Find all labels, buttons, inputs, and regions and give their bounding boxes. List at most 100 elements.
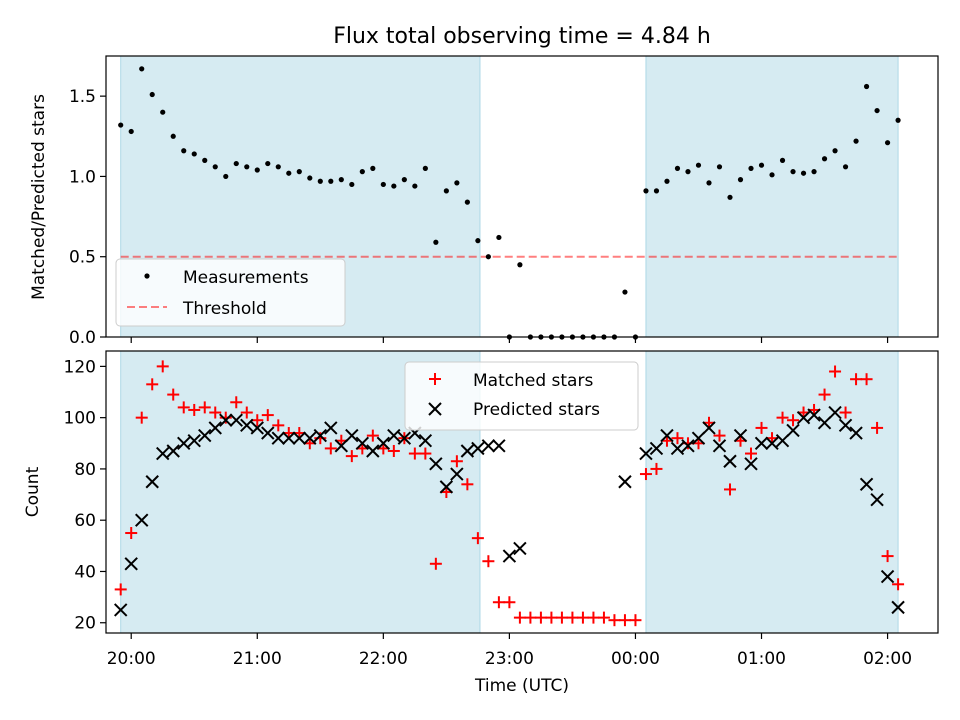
predicted-point [786, 423, 800, 438]
panel-counts-xticks: 20:00 21:00 22:00 23:00 00:00 01:00 02:00 [107, 633, 912, 669]
y-tick-label: 1.5 [69, 87, 96, 107]
measurement-point [874, 107, 880, 114]
predicted-point-b [166, 444, 180, 458]
matched-point [818, 388, 831, 401]
predicted-point [113, 603, 128, 617]
predicted-point-b [807, 408, 821, 422]
predicted-point [754, 436, 769, 450]
predicted-point [471, 441, 485, 456]
predicted-point [156, 446, 170, 461]
matched-point [724, 483, 736, 496]
measurement-point [380, 181, 386, 188]
predicted-point [502, 549, 517, 563]
predicted-point-b [618, 475, 632, 489]
x-axis-label: Time (UTC) [474, 676, 569, 696]
matched-point [450, 455, 463, 468]
matched-point [125, 527, 138, 540]
y-tick-label: 20 [74, 614, 96, 634]
predicted-point [670, 441, 685, 456]
predicted-point [439, 480, 454, 494]
y-tick-label: 1.0 [69, 167, 96, 187]
predicted-point-b [198, 428, 212, 443]
predicted-point-b [891, 600, 905, 615]
x-tick-label: 02:00 [863, 649, 912, 669]
predicted-point [859, 477, 874, 492]
matched-point [639, 468, 652, 481]
measurement-point [653, 188, 660, 194]
measurement-point [737, 177, 744, 183]
legend-top-box [115, 258, 346, 327]
matched-point [871, 421, 884, 434]
predicted-point-b [849, 426, 863, 440]
matched-point [545, 611, 558, 624]
predicted-point-b [282, 431, 296, 445]
panel-counts: 20 40 60 80 100 120 20:00 21:00 22:00 23:00 00:00… [23, 350, 939, 696]
matched-point [198, 401, 211, 414]
predicted-point-b [187, 434, 201, 448]
predicted-point [334, 439, 349, 453]
measurement-point [128, 128, 134, 135]
y-axis-label-count: Count [23, 466, 43, 517]
predicted-point [187, 434, 201, 448]
measurement-point [170, 133, 176, 139]
predicted-point [177, 436, 191, 450]
matched-point [156, 360, 169, 373]
predicted-point [208, 421, 222, 435]
predicted-point-b [324, 421, 338, 435]
predicted-point [723, 454, 737, 468]
predicted-point [145, 475, 159, 489]
predicted-point [292, 431, 307, 445]
matched-point [230, 396, 243, 409]
predicted-point-b [387, 428, 401, 443]
measurement-point [202, 157, 208, 163]
predicted-point [702, 421, 716, 435]
measurement-point [307, 175, 313, 181]
matched-point [839, 406, 852, 419]
matched-point [314, 432, 327, 445]
matched-point [188, 403, 201, 416]
matched-point [387, 444, 400, 457]
predicted-point-b [681, 439, 695, 453]
predicted-point [387, 428, 401, 443]
predicted-point-b [859, 477, 874, 492]
predicted-point-b [670, 441, 685, 456]
y-tick-label: 0.5 [69, 248, 96, 268]
predicted-point-b [460, 444, 475, 458]
predicted-point [219, 413, 233, 427]
predicted-point [681, 439, 695, 453]
measurement-point [622, 289, 628, 295]
panel-ratio-points [118, 66, 901, 340]
matched-point [555, 611, 568, 624]
x-tick-label: 00:00 [611, 649, 660, 669]
measurement-point [359, 169, 365, 175]
matched-point [366, 429, 379, 442]
predicted-point [229, 413, 243, 427]
predicted-point-b [733, 428, 748, 443]
measurement-point [338, 177, 344, 183]
predicted-point [744, 457, 758, 471]
measurement-point [464, 199, 470, 205]
predicted-point [712, 439, 727, 453]
predicted-point [324, 421, 338, 435]
predicted-point-b [817, 416, 832, 430]
measurement-point [895, 117, 901, 123]
matched-point [482, 555, 495, 568]
predicted-point-b [723, 454, 737, 468]
predicted-point [817, 416, 832, 430]
measurement-point [863, 83, 870, 90]
matched-point [745, 447, 758, 460]
matched-point [787, 414, 800, 427]
predicted-point [366, 444, 380, 458]
matched-point [629, 614, 642, 627]
measurement-point [118, 122, 124, 128]
predicted-point [418, 434, 433, 448]
matched-point [587, 611, 600, 624]
measurement-point [443, 188, 449, 194]
predicted-point-b [492, 439, 506, 453]
y-tick-label: 100 [64, 409, 96, 429]
matched-point [566, 611, 579, 624]
measurement-point [296, 169, 302, 175]
measurement-point [758, 162, 765, 168]
measurement-point [706, 180, 712, 186]
